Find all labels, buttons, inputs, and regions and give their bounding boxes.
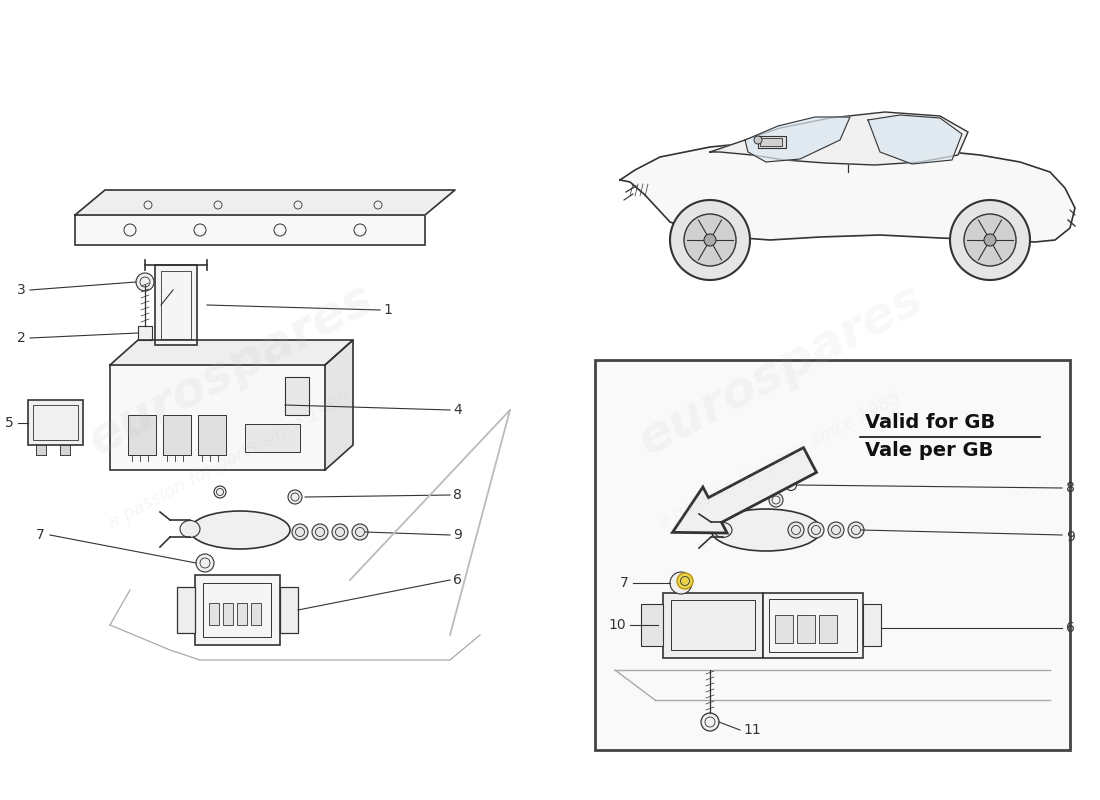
Text: a passion for parts since 1985: a passion for parts since 1985 <box>656 388 904 532</box>
Bar <box>138 326 152 340</box>
Ellipse shape <box>701 713 719 731</box>
Text: 8: 8 <box>453 488 462 502</box>
Ellipse shape <box>769 493 783 507</box>
Ellipse shape <box>828 522 844 538</box>
Text: a passion for parts since 1985: a passion for parts since 1985 <box>106 388 354 532</box>
Text: 7: 7 <box>36 528 45 542</box>
Ellipse shape <box>332 524 348 540</box>
Ellipse shape <box>196 554 214 572</box>
Bar <box>204 583 271 637</box>
Ellipse shape <box>848 522 864 538</box>
Bar <box>758 136 786 148</box>
Circle shape <box>136 273 154 291</box>
Text: 6: 6 <box>1066 621 1075 635</box>
Bar <box>285 377 309 415</box>
Bar <box>36 445 46 455</box>
Ellipse shape <box>214 486 225 498</box>
Text: 1: 1 <box>383 303 392 317</box>
Circle shape <box>984 234 996 246</box>
Bar <box>763 593 864 658</box>
Circle shape <box>754 136 762 144</box>
Text: 5: 5 <box>6 416 14 430</box>
Ellipse shape <box>288 490 302 504</box>
Bar <box>177 587 195 633</box>
Bar <box>820 615 837 643</box>
Text: 11: 11 <box>742 723 761 737</box>
Text: Valid for GB: Valid for GB <box>865 413 996 431</box>
Bar <box>251 603 261 625</box>
Bar <box>110 365 324 470</box>
Bar <box>280 587 298 633</box>
Ellipse shape <box>676 573 693 589</box>
Text: 8: 8 <box>1066 481 1075 495</box>
Bar <box>60 445 70 455</box>
Polygon shape <box>324 340 353 470</box>
Bar <box>155 265 197 345</box>
Text: 4: 4 <box>453 403 462 417</box>
Bar <box>128 415 156 455</box>
Ellipse shape <box>190 511 290 549</box>
Circle shape <box>670 200 750 280</box>
Circle shape <box>950 200 1030 280</box>
Ellipse shape <box>808 522 824 538</box>
Text: 9: 9 <box>453 528 462 542</box>
Polygon shape <box>620 142 1075 242</box>
Text: 3: 3 <box>18 283 26 297</box>
Ellipse shape <box>714 522 732 538</box>
Ellipse shape <box>180 521 200 538</box>
Bar <box>223 603 233 625</box>
Bar <box>776 615 793 643</box>
Ellipse shape <box>352 524 368 540</box>
Bar <box>641 604 663 646</box>
Ellipse shape <box>788 522 804 538</box>
Text: 10: 10 <box>608 618 626 632</box>
Bar <box>28 400 82 445</box>
Polygon shape <box>75 190 455 215</box>
Circle shape <box>964 214 1016 266</box>
Bar <box>595 360 1070 750</box>
Bar <box>760 138 782 146</box>
Text: 2: 2 <box>18 331 26 345</box>
Bar <box>798 615 815 643</box>
Bar <box>33 405 78 440</box>
Text: 7: 7 <box>620 576 629 590</box>
Bar <box>671 600 755 650</box>
Polygon shape <box>868 115 962 164</box>
Bar <box>161 271 191 339</box>
Polygon shape <box>110 340 353 365</box>
Bar <box>236 603 248 625</box>
Text: eurospares: eurospares <box>79 274 381 466</box>
Bar <box>163 415 191 455</box>
Bar <box>75 215 425 245</box>
Polygon shape <box>710 112 968 165</box>
Circle shape <box>684 214 736 266</box>
Bar <box>36 445 46 455</box>
Text: Vale per GB: Vale per GB <box>865 441 993 459</box>
Bar <box>60 445 70 455</box>
Bar <box>195 575 280 645</box>
Text: 9: 9 <box>1066 530 1075 544</box>
Bar <box>769 599 857 652</box>
Bar <box>663 593 763 658</box>
Bar <box>209 603 219 625</box>
Bar <box>864 604 881 646</box>
Ellipse shape <box>292 524 308 540</box>
Bar <box>245 424 300 452</box>
Ellipse shape <box>312 524 328 540</box>
Bar <box>198 415 226 455</box>
Text: eurospares: eurospares <box>629 274 931 466</box>
FancyArrow shape <box>672 448 816 533</box>
Ellipse shape <box>711 509 821 551</box>
Polygon shape <box>745 117 850 162</box>
Ellipse shape <box>785 479 796 490</box>
Text: 6: 6 <box>453 573 462 587</box>
Circle shape <box>704 234 716 246</box>
Ellipse shape <box>670 572 692 594</box>
